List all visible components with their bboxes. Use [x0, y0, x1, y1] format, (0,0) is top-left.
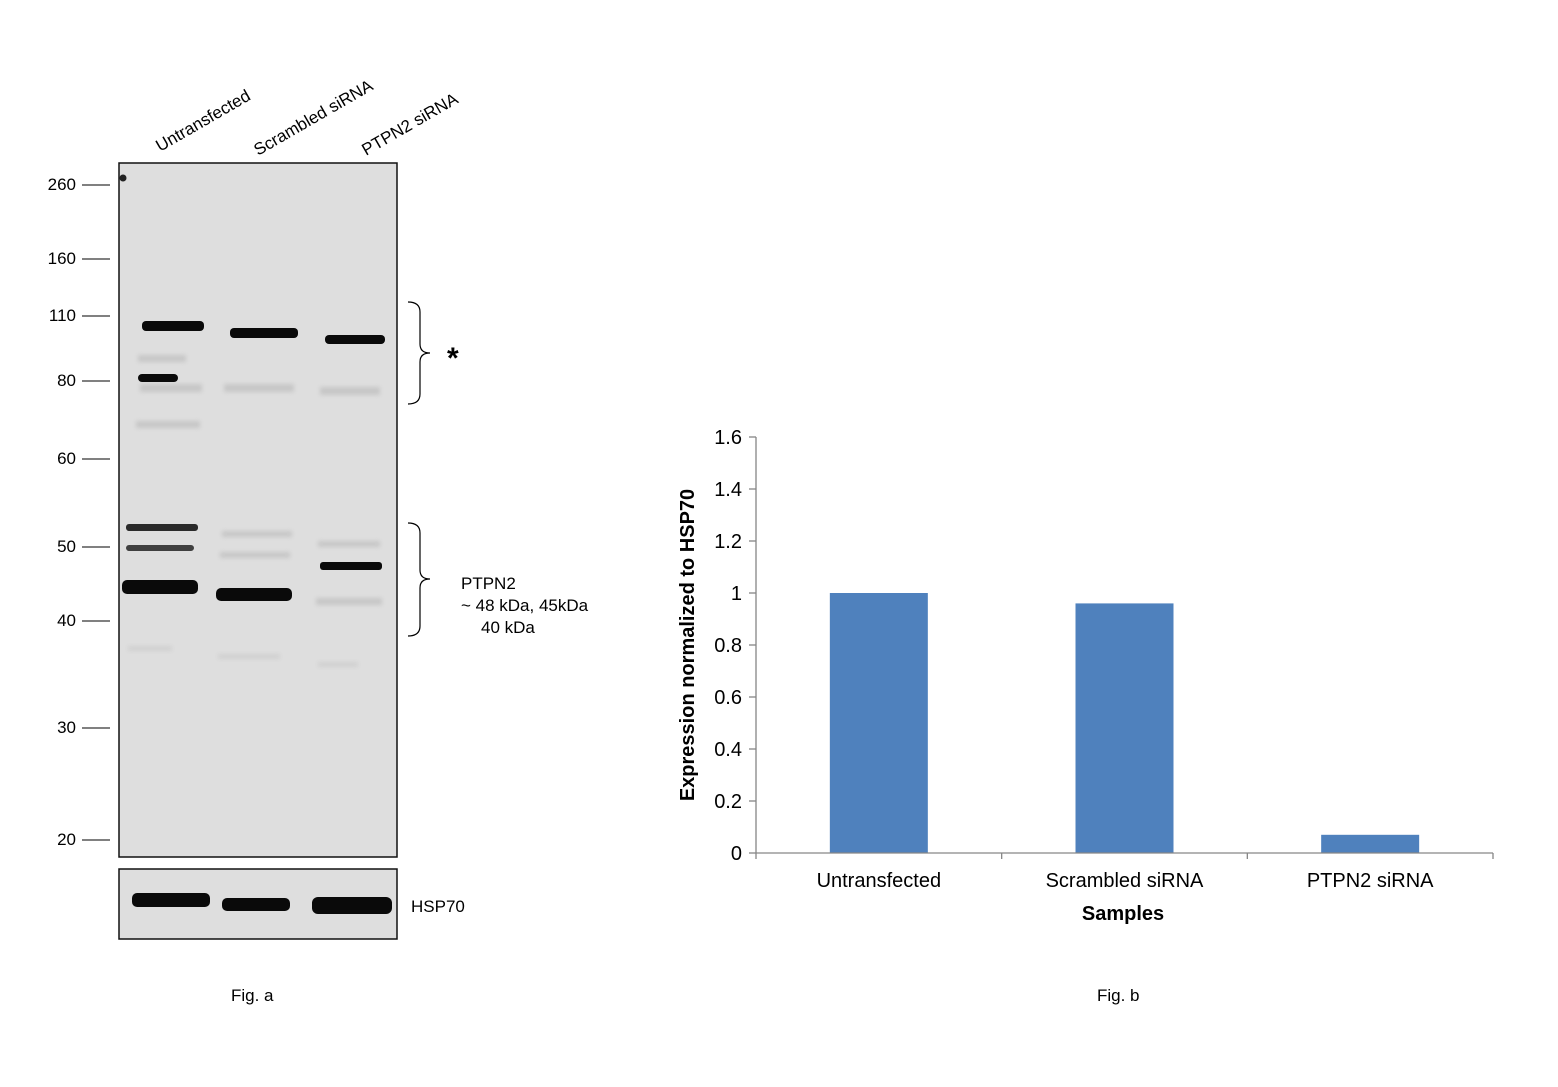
- ptpn2-sizes: ~ 48 kDa, 45kDa: [461, 596, 589, 615]
- ptpn2-bracket: [407, 522, 431, 637]
- bars: [829, 593, 1420, 853]
- marker-40: 40: [57, 611, 76, 630]
- bar-chart: 0 0.2 0.4 0.6 0.8 1 1.2 1.4 1.6 Untransfected Scr…: [677, 427, 1494, 925]
- x-tick-label: Untransfected: [817, 870, 942, 892]
- marker-20: 20: [57, 830, 76, 849]
- marker-80: 80: [57, 371, 76, 390]
- hsp70-label: HSP70: [411, 897, 465, 916]
- marker-30: 30: [57, 718, 76, 737]
- marker-260: 260: [48, 175, 76, 194]
- asterisk-label: *: [447, 342, 459, 375]
- y-tick-label: 0.8: [714, 635, 742, 657]
- ptpn2-annotation: PTPN2 ~ 48 kDa, 45kDa 40 kDa: [461, 573, 588, 639]
- y-axis-ticks: 0 0.2 0.4 0.6 0.8 1 1.2 1.4 1.6: [714, 427, 756, 865]
- y-axis-title: Expression normalized to HSP70: [677, 489, 699, 801]
- lane-label-scrambled-sirna: Scrambled siRNA: [251, 76, 377, 160]
- lane-label-ptpn2-sirna: PTPN2 siRNA: [359, 89, 462, 160]
- y-tick-label: 0.6: [714, 687, 742, 709]
- mw-markers: 260 160 110 80 60 50 40 30 20: [48, 175, 110, 849]
- y-tick-label: 0.2: [714, 791, 742, 813]
- marker-60: 60: [57, 449, 76, 468]
- x-tick-label: PTPN2 siRNA: [1307, 870, 1434, 892]
- nonspecific-bracket: [407, 301, 431, 405]
- lane-label-untransfected: Untransfected: [153, 86, 254, 155]
- x-axis-title: Samples: [1082, 903, 1164, 925]
- y-tick-label: 1.6: [714, 427, 742, 449]
- bar-ptpn2-sirna: [1321, 834, 1420, 853]
- y-tick-label: 0.4: [714, 739, 742, 761]
- bar-scrambled-sirna: [1075, 603, 1174, 853]
- strong-bands: [122, 321, 385, 601]
- x-axis-ticks: Untransfected Scrambled siRNA PTPN2 siRNA: [755, 853, 1494, 892]
- x-tick-label: Scrambled siRNA: [1046, 870, 1204, 892]
- ptpn2-size-40: 40 kDa: [481, 618, 535, 637]
- y-tick-label: 1: [731, 583, 742, 605]
- western-blot-figure: Untransfected Scrambled siRNA PTPN2 siRN…: [48, 76, 465, 940]
- marker-160: 160: [48, 249, 76, 268]
- y-tick-label: 0: [731, 843, 742, 865]
- y-tick-label: 1.4: [714, 479, 742, 501]
- marker-50: 50: [57, 537, 76, 556]
- marker-110: 110: [49, 306, 76, 325]
- blot-panel: [118, 162, 398, 858]
- hsp70-bands: [132, 893, 392, 914]
- caption-fig-a: Fig. a: [231, 986, 274, 1005]
- ptpn2-name: PTPN2: [461, 574, 516, 593]
- faint-bands: [128, 355, 382, 667]
- y-tick-label: 1.2: [714, 531, 742, 553]
- caption-fig-b: Fig. b: [1097, 986, 1140, 1005]
- bar-untransfected: [829, 593, 928, 853]
